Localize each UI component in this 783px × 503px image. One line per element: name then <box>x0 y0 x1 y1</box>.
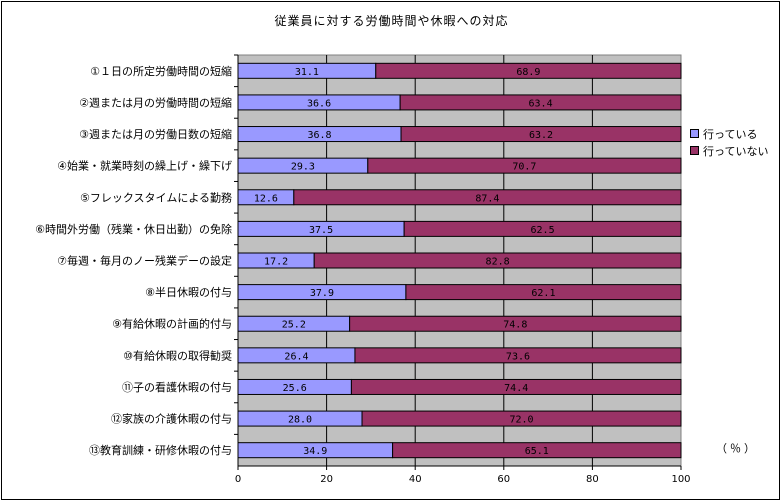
data-label-not-doing: 63.2 <box>529 130 553 141</box>
category-label: ②週または月の労働時間の短縮 <box>79 95 232 109</box>
category-label: ⑪子の看護休暇の付与 <box>122 380 232 394</box>
category-label: ⑬教育訓練・研修休暇の付与 <box>89 443 232 457</box>
bar-not-doing <box>361 410 682 427</box>
legend-swatch-not-doing <box>690 146 699 155</box>
legend-item-doing: 行っている <box>690 125 768 142</box>
x-tick-label: 100 <box>671 474 690 485</box>
data-label-not-doing: 87.4 <box>475 193 499 204</box>
data-label-doing: 29.3 <box>291 162 315 173</box>
category-label: ⑨有給休暇の計画的付与 <box>112 317 232 331</box>
legend: 行っている 行っていない <box>690 125 768 159</box>
data-label-not-doing: 74.8 <box>503 320 527 331</box>
bar-not-doing <box>400 126 682 143</box>
data-label-doing: 12.6 <box>254 193 278 204</box>
category-label: ⑩有給休暇の取得勧奨 <box>123 348 232 362</box>
data-label-doing: 25.6 <box>283 383 307 394</box>
bar-not-doing <box>403 220 682 237</box>
data-label-not-doing: 72.0 <box>509 415 533 426</box>
unit-label: （％） <box>716 442 758 455</box>
category-label: ⑤フレックスタイムによる勤務 <box>80 190 232 204</box>
bar-not-doing <box>367 157 682 174</box>
legend-label-not-doing: 行っていない <box>703 144 769 158</box>
bar-not-doing <box>350 378 682 395</box>
legend-swatch-doing <box>690 129 699 138</box>
bar-not-doing <box>399 94 682 111</box>
bar-not-doing <box>293 189 682 206</box>
data-label-not-doing: 68.9 <box>516 67 540 78</box>
data-label-not-doing: 82.8 <box>486 257 510 268</box>
data-label-doing: 36.8 <box>307 130 331 141</box>
x-tick-label: 0 <box>235 474 241 485</box>
data-label-doing: 26.4 <box>284 351 308 362</box>
data-label-doing: 28.0 <box>288 415 312 426</box>
legend-item-not-doing: 行っていない <box>690 142 768 159</box>
data-label-doing: 31.1 <box>295 67 319 78</box>
data-label-doing: 34.9 <box>303 446 327 457</box>
data-label-not-doing: 74.4 <box>504 383 528 394</box>
bar-not-doing <box>349 315 682 332</box>
data-label-not-doing: 70.7 <box>512 162 536 173</box>
bar-not-doing <box>313 252 682 269</box>
x-tick-label: 60 <box>497 474 510 485</box>
bar-not-doing <box>375 62 682 79</box>
category-label: ⑫家族の介護休暇の付与 <box>111 412 232 426</box>
category-label: ③週または月の労働日数の短縮 <box>79 127 232 141</box>
data-label-doing: 37.9 <box>310 288 334 299</box>
category-label: ⑦毎週・毎月のノー残業デーの設定 <box>57 254 232 268</box>
category-label: ⑥時間外労働（残業・休日出勤）の免除 <box>35 222 232 236</box>
data-label-doing: 37.5 <box>309 225 333 236</box>
data-label-not-doing: 62.1 <box>531 288 555 299</box>
chart-title: 従業員に対する労働時間や休暇への対応 <box>274 14 509 28</box>
data-label-doing: 25.2 <box>282 320 306 331</box>
bar-not-doing <box>354 347 682 364</box>
category-label: ⑧半日休暇の付与 <box>145 285 232 299</box>
legend-label-doing: 行っている <box>703 127 758 141</box>
data-label-doing: 17.2 <box>264 257 288 268</box>
x-tick-label: 20 <box>320 474 333 485</box>
bar-not-doing <box>405 284 682 301</box>
data-label-doing: 36.6 <box>307 98 331 109</box>
bar-not-doing <box>392 442 682 459</box>
category-label: ④始業・就業時刻の繰上げ・繰下げ <box>57 159 232 173</box>
data-label-not-doing: 62.5 <box>531 225 555 236</box>
data-label-not-doing: 63.4 <box>529 98 553 109</box>
data-label-not-doing: 65.1 <box>525 446 549 457</box>
x-tick-label: 80 <box>586 474 599 485</box>
data-label-not-doing: 73.6 <box>506 351 530 362</box>
category-label: ①１日の所定労働時間の短縮 <box>90 64 232 78</box>
x-tick-label: 40 <box>409 474 422 485</box>
